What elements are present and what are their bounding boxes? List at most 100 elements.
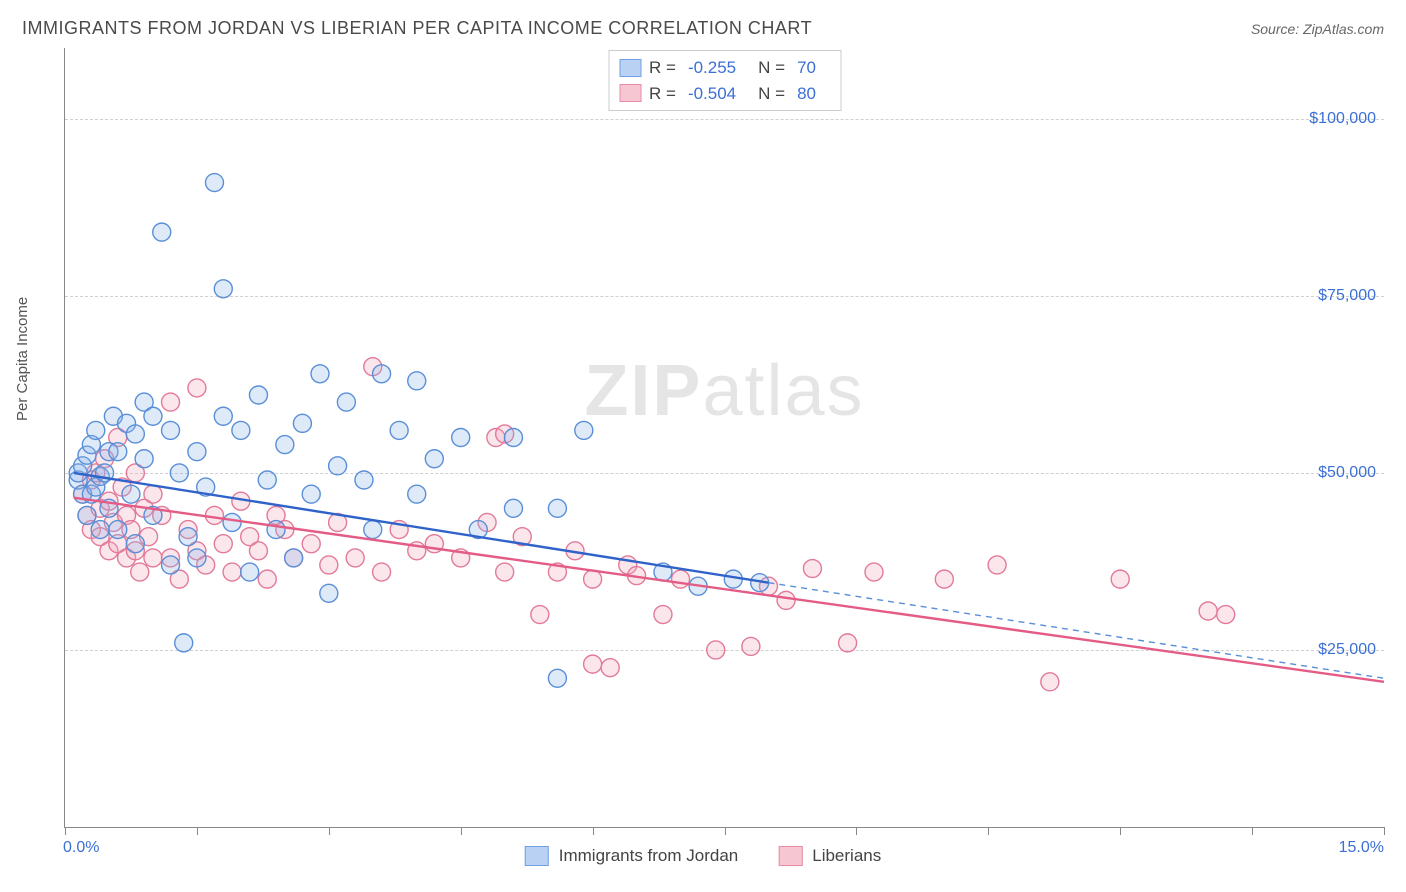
- data-point: [988, 556, 1006, 574]
- x-tick: [329, 827, 330, 835]
- data-point: [122, 485, 140, 503]
- legend-label: Immigrants from Jordan: [559, 846, 739, 866]
- data-point: [935, 570, 953, 588]
- data-point: [777, 591, 795, 609]
- data-point: [1041, 673, 1059, 691]
- data-point: [548, 499, 566, 517]
- data-point: [179, 528, 197, 546]
- data-point: [214, 407, 232, 425]
- legend-row-jordan: R = -0.255 N = 70: [619, 55, 830, 81]
- data-point: [311, 365, 329, 383]
- data-point: [214, 280, 232, 298]
- data-point: [654, 606, 672, 624]
- data-point: [320, 584, 338, 602]
- data-point: [742, 637, 760, 655]
- data-point: [135, 450, 153, 468]
- data-point: [1111, 570, 1129, 588]
- data-point: [109, 443, 127, 461]
- chart-title: IMMIGRANTS FROM JORDAN VS LIBERIAN PER C…: [22, 18, 812, 39]
- x-tick: [1252, 827, 1253, 835]
- series-legend: Immigrants from Jordan Liberians: [525, 846, 882, 866]
- data-point: [144, 407, 162, 425]
- data-point: [87, 421, 105, 439]
- data-point: [408, 372, 426, 390]
- data-point: [258, 570, 276, 588]
- legend-label: Liberians: [812, 846, 881, 866]
- data-point: [249, 542, 267, 560]
- data-point: [188, 443, 206, 461]
- data-point: [232, 421, 250, 439]
- plot-area: ZIPatlas R = -0.255 N = 70 R = -0.504 N …: [64, 48, 1384, 828]
- x-tick: [1384, 827, 1385, 835]
- data-point: [373, 365, 391, 383]
- data-point: [109, 521, 127, 539]
- data-point: [162, 393, 180, 411]
- data-point: [126, 425, 144, 443]
- x-tick: [461, 827, 462, 835]
- x-min-label: 0.0%: [63, 839, 99, 857]
- data-point: [285, 549, 303, 567]
- x-tick: [197, 827, 198, 835]
- data-point: [276, 436, 294, 454]
- data-point: [601, 659, 619, 677]
- data-point: [346, 549, 364, 567]
- data-point: [1199, 602, 1217, 620]
- data-point: [1217, 606, 1235, 624]
- data-point: [504, 429, 522, 447]
- data-point: [496, 563, 514, 581]
- x-tick: [856, 827, 857, 835]
- data-point: [865, 563, 883, 581]
- data-point: [548, 669, 566, 687]
- data-point: [267, 521, 285, 539]
- data-point: [337, 393, 355, 411]
- data-point: [144, 549, 162, 567]
- source-attribution: Source: ZipAtlas.com: [1251, 21, 1384, 37]
- scatter-svg: [65, 48, 1384, 827]
- data-point: [452, 429, 470, 447]
- data-point: [205, 174, 223, 192]
- data-point: [584, 655, 602, 673]
- legend-item-liberians: Liberians: [778, 846, 881, 866]
- data-point: [188, 379, 206, 397]
- data-point: [241, 563, 259, 581]
- data-point: [78, 506, 96, 524]
- data-point: [131, 563, 149, 581]
- data-point: [575, 421, 593, 439]
- data-point: [390, 421, 408, 439]
- data-point: [223, 513, 241, 531]
- data-point: [408, 485, 426, 503]
- x-tick: [725, 827, 726, 835]
- data-point: [153, 223, 171, 241]
- x-tick: [1120, 827, 1121, 835]
- data-point: [329, 457, 347, 475]
- legend-row-liberians: R = -0.504 N = 80: [619, 81, 830, 107]
- correlation-legend: R = -0.255 N = 70 R = -0.504 N = 80: [608, 50, 841, 111]
- legend-item-jordan: Immigrants from Jordan: [525, 846, 739, 866]
- x-tick: [988, 827, 989, 835]
- swatch-icon: [619, 84, 641, 102]
- swatch-icon: [525, 846, 549, 866]
- x-max-label: 15.0%: [1339, 839, 1384, 857]
- swatch-icon: [778, 846, 802, 866]
- data-point: [302, 535, 320, 553]
- data-point: [91, 521, 109, 539]
- y-axis-label: Per Capita Income: [14, 297, 31, 421]
- data-point: [162, 421, 180, 439]
- data-point: [144, 485, 162, 503]
- data-point: [175, 634, 193, 652]
- data-point: [126, 535, 144, 553]
- data-point: [707, 641, 725, 659]
- data-point: [504, 499, 522, 517]
- data-point: [803, 560, 821, 578]
- data-point: [839, 634, 857, 652]
- data-point: [170, 464, 188, 482]
- data-point: [373, 563, 391, 581]
- data-point: [302, 485, 320, 503]
- x-tick: [65, 827, 66, 835]
- data-point: [355, 471, 373, 489]
- data-point: [162, 556, 180, 574]
- data-point: [584, 570, 602, 588]
- data-point: [672, 570, 690, 588]
- data-point: [364, 521, 382, 539]
- data-point: [214, 535, 232, 553]
